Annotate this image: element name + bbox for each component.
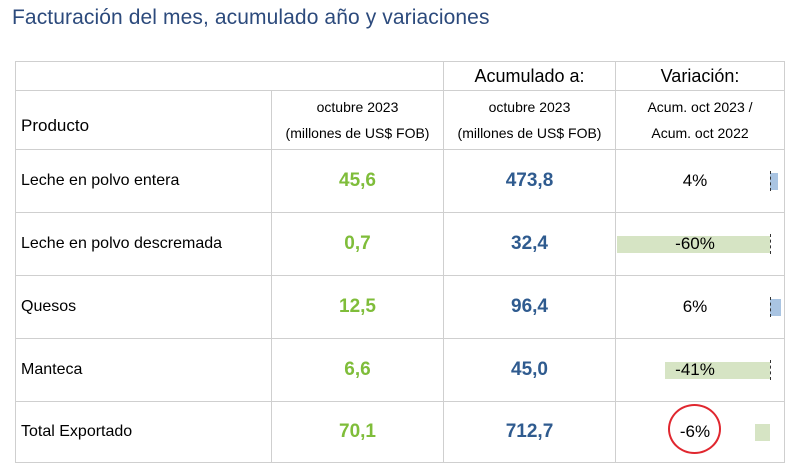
variation-percent: 6% [682, 297, 708, 316]
variation-percent: -60% [675, 234, 715, 253]
variation-cell: -41% [615, 338, 785, 402]
variation-percent: -41% [675, 360, 715, 379]
highlight-circle [668, 404, 721, 454]
header-variation-line2: Acum. oct 2022 [651, 125, 749, 141]
header-cumulative-line2: (millones de US$ FOB) [457, 125, 602, 141]
cumulative-value: 45,0 [443, 338, 616, 402]
month-value: 12,5 [271, 275, 444, 339]
product-name: Manteca [15, 338, 272, 402]
month-value: 45,6 [271, 149, 444, 213]
page-title: Facturación del mes, acumulado año y var… [12, 6, 490, 29]
variation-axis [770, 171, 771, 191]
variation-bar [754, 424, 770, 441]
month-value: 0,7 [271, 212, 444, 276]
header-cumulative-line1: octubre 2023 [488, 99, 571, 115]
variation-percent: 4% [682, 171, 708, 190]
total-row: Total Exportado 70,1 712,7 -6% [15, 401, 785, 463]
header-month-line1: octubre 2023 [316, 99, 399, 115]
variation-percent-total: -6% [679, 422, 711, 441]
billing-table: Acumulado a: Variación: Producto octubre… [15, 61, 785, 463]
header-blank-cell [15, 61, 444, 91]
cumulative-value: 32,4 [443, 212, 616, 276]
header-producto: Producto [15, 90, 272, 150]
product-name: Leche en polvo descremada [15, 212, 272, 276]
table-row: Leche en polvo descremada 0,7 32,4 -60% [15, 212, 785, 276]
header-variacion: Variación: [615, 61, 785, 91]
variation-bar [770, 173, 778, 190]
product-name-total: Total Exportado [15, 401, 272, 463]
table-row: Quesos 12,5 96,4 6% [15, 275, 785, 339]
variation-bar [770, 299, 781, 316]
variation-axis [770, 297, 771, 317]
header-acumulado: Acumulado a: [443, 61, 616, 91]
variation-cell: -60% [615, 212, 785, 276]
variation-cell: 6% [615, 275, 785, 339]
header-month-column: octubre 2023 (millones de US$ FOB) [271, 90, 444, 150]
header-variation-line1: Acum. oct 2023 / [647, 99, 753, 115]
header-row-top: Acumulado a: Variación: [15, 61, 785, 91]
product-name: Leche en polvo entera [15, 149, 272, 213]
header-month-line2: (millones de US$ FOB) [285, 125, 430, 141]
variation-bar [617, 236, 770, 253]
cumulative-value-total: 712,7 [443, 401, 616, 463]
cumulative-value: 96,4 [443, 275, 616, 339]
variation-cell: 4% [615, 149, 785, 213]
header-row-bottom: Producto octubre 2023 (millones de US$ F… [15, 90, 785, 150]
variation-cell-total: -6% [615, 401, 785, 463]
product-name: Quesos [15, 275, 272, 339]
table-row: Manteca 6,6 45,0 -41% [15, 338, 785, 402]
month-value-total: 70,1 [271, 401, 444, 463]
cumulative-value: 473,8 [443, 149, 616, 213]
variation-bar [665, 362, 770, 379]
table-row: Leche en polvo entera 45,6 473,8 4% [15, 149, 785, 213]
month-value: 6,6 [271, 338, 444, 402]
variation-axis [770, 234, 771, 254]
header-variation-column: Acum. oct 2023 / Acum. oct 2022 [615, 90, 785, 150]
header-cumulative-column: octubre 2023 (millones de US$ FOB) [443, 90, 616, 150]
variation-axis [770, 360, 771, 380]
